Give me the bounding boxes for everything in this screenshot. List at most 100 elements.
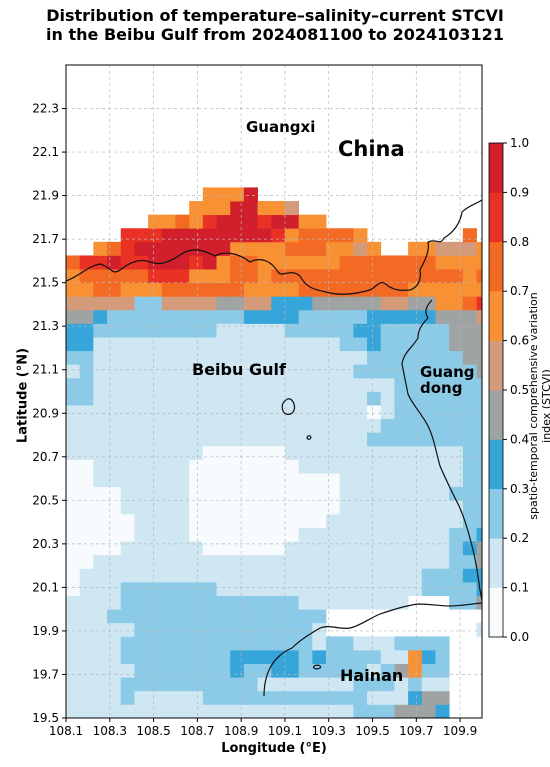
stcvi-cell xyxy=(202,690,217,705)
stcvi-cell xyxy=(230,513,245,528)
stcvi-cell xyxy=(120,282,135,297)
stcvi-cell xyxy=(230,663,245,678)
stcvi-cell xyxy=(93,690,108,705)
y-tick-label: 20.1 xyxy=(32,580,59,594)
stcvi-cell xyxy=(367,459,382,474)
stcvi-cell xyxy=(298,255,313,270)
stcvi-cell xyxy=(175,649,190,664)
stcvi-cell xyxy=(449,513,464,528)
stcvi-cell xyxy=(243,323,258,338)
stcvi-cell xyxy=(230,595,245,610)
stcvi-cell xyxy=(326,418,341,433)
stcvi-cell xyxy=(435,377,450,392)
y-tick-label: 19.5 xyxy=(32,711,59,725)
stcvi-cell xyxy=(312,554,327,569)
stcvi-cell xyxy=(107,241,122,256)
stcvi-cell xyxy=(257,554,272,569)
stcvi-cell xyxy=(148,473,163,488)
stcvi-cell xyxy=(298,432,313,447)
stcvi-cell xyxy=(189,337,204,352)
stcvi-cell xyxy=(257,636,272,651)
stcvi-cell xyxy=(120,595,135,610)
stcvi-cell xyxy=(298,337,313,352)
stcvi-cell xyxy=(380,527,395,542)
stcvi-cell xyxy=(298,541,313,556)
stcvi-cell xyxy=(298,445,313,460)
stcvi-cell xyxy=(79,405,94,420)
stcvi-cell xyxy=(175,432,190,447)
stcvi-cell xyxy=(79,432,94,447)
stcvi-cell xyxy=(504,555,518,569)
stcvi-cell xyxy=(79,459,94,474)
stcvi-cell xyxy=(271,445,286,460)
stcvi-cell xyxy=(202,554,217,569)
stcvi-cell xyxy=(175,228,190,243)
stcvi-cell xyxy=(161,364,176,379)
stcvi-cell xyxy=(435,323,450,338)
stcvi-cell xyxy=(449,350,464,365)
stcvi-cell xyxy=(284,663,300,678)
stcvi-cell xyxy=(107,296,122,311)
stcvi-cell xyxy=(284,459,300,474)
stcvi-cell xyxy=(271,595,286,610)
stcvi-cell xyxy=(504,500,518,514)
stcvi-cell xyxy=(271,622,286,637)
stcvi-cell xyxy=(79,391,94,406)
stcvi-cell xyxy=(79,269,94,284)
stcvi-cell xyxy=(243,214,258,229)
stcvi-cell xyxy=(449,391,464,406)
stcvi-cell xyxy=(134,486,149,501)
stcvi-cell xyxy=(394,418,409,433)
stcvi-cell xyxy=(326,486,341,501)
stcvi-cell xyxy=(243,595,258,610)
stcvi-cell xyxy=(394,269,409,284)
stcvi-cell xyxy=(462,581,477,596)
stcvi-cell xyxy=(230,445,245,460)
stcvi-cell xyxy=(339,663,354,678)
stcvi-cell xyxy=(175,418,190,433)
stcvi-cell xyxy=(161,500,176,515)
stcvi-cell xyxy=(175,568,190,583)
colorbar-tick-label: 0.1 xyxy=(510,581,529,595)
stcvi-cell xyxy=(380,309,395,324)
stcvi-cell xyxy=(161,323,176,338)
stcvi-cell xyxy=(93,541,108,556)
xieyang-island xyxy=(306,435,312,440)
stcvi-cell xyxy=(326,690,341,705)
stcvi-cell xyxy=(394,405,409,420)
stcvi-cell xyxy=(462,473,477,488)
stcvi-cell xyxy=(148,568,163,583)
stcvi-cell xyxy=(107,500,122,515)
colorbar-segment xyxy=(489,143,503,193)
stcvi-cell xyxy=(271,391,286,406)
stcvi-cell xyxy=(531,609,545,623)
stcvi-cell xyxy=(435,350,450,365)
stcvi-cell xyxy=(284,323,300,338)
stcvi-cell xyxy=(298,350,313,365)
stcvi-cell xyxy=(120,296,135,311)
stcvi-cell xyxy=(298,309,313,324)
stcvi-cell xyxy=(380,405,395,420)
stcvi-cell xyxy=(339,337,354,352)
stcvi-cell xyxy=(531,555,545,569)
stcvi-cell xyxy=(202,622,217,637)
stcvi-cell xyxy=(476,486,482,501)
stcvi-cell xyxy=(353,541,368,556)
stcvi-cell xyxy=(257,269,272,284)
stcvi-cell xyxy=(189,609,204,624)
stcvi-cell xyxy=(408,568,423,583)
stcvi-cell xyxy=(367,337,382,352)
stcvi-cell xyxy=(421,527,436,542)
stcvi-cell xyxy=(175,663,190,678)
stcvi-cell xyxy=(189,513,204,528)
stcvi-cell xyxy=(134,663,149,678)
stcvi-cell xyxy=(189,201,204,216)
stcvi-cell xyxy=(312,241,327,256)
stcvi-cell xyxy=(243,704,258,718)
stcvi-cell xyxy=(161,228,176,243)
stcvi-cell xyxy=(189,350,204,365)
stcvi-cell xyxy=(435,309,450,324)
stcvi-cell xyxy=(161,296,176,311)
stcvi-cell xyxy=(134,473,149,488)
stcvi-cell xyxy=(367,418,382,433)
